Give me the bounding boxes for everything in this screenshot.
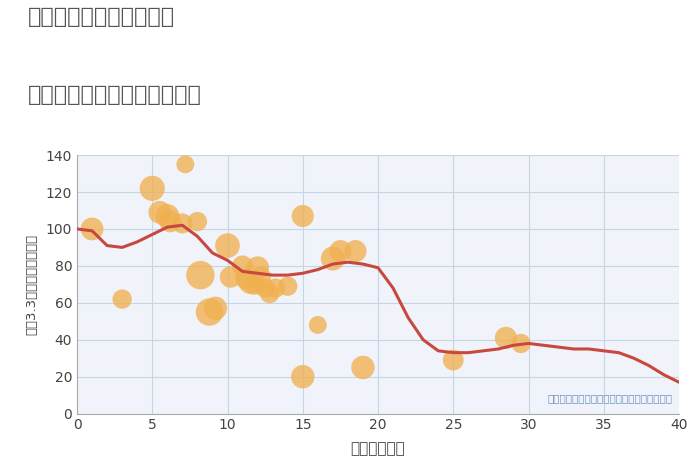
Point: [297, 373, 308, 380]
Point: [282, 282, 293, 290]
Point: [350, 247, 361, 255]
Point: [312, 321, 323, 329]
Point: [225, 273, 236, 281]
Point: [328, 255, 339, 262]
Point: [204, 308, 215, 316]
Point: [500, 334, 512, 342]
Point: [244, 279, 256, 286]
Point: [154, 209, 165, 216]
Text: 三重県津市久居緑が丘町: 三重県津市久居緑が丘町: [28, 7, 175, 27]
Text: 円の大きさは、取引のあった物件面積を示す: 円の大きさは、取引のあった物件面積を示す: [548, 393, 673, 403]
Point: [210, 305, 221, 312]
Point: [249, 281, 260, 288]
Point: [222, 242, 233, 249]
Point: [335, 247, 346, 255]
Point: [270, 284, 281, 292]
Text: 築年数別中古マンション価格: 築年数別中古マンション価格: [28, 85, 202, 105]
Point: [116, 295, 128, 303]
Point: [357, 364, 368, 371]
Point: [515, 340, 526, 347]
Point: [237, 262, 248, 270]
Point: [255, 273, 266, 281]
X-axis label: 築年数（年）: 築年数（年）: [351, 441, 405, 456]
Point: [260, 284, 271, 292]
Point: [164, 218, 176, 225]
Point: [162, 212, 173, 220]
Point: [297, 212, 308, 220]
Point: [195, 271, 206, 279]
Point: [448, 356, 459, 364]
Point: [192, 218, 203, 225]
Point: [147, 185, 158, 192]
Point: [264, 290, 275, 298]
Point: [87, 225, 98, 233]
Y-axis label: 坪（3.3㎡）単価（万円）: 坪（3.3㎡）単価（万円）: [26, 234, 38, 335]
Point: [180, 161, 191, 168]
Point: [252, 264, 263, 272]
Point: [176, 219, 188, 227]
Point: [240, 275, 251, 282]
